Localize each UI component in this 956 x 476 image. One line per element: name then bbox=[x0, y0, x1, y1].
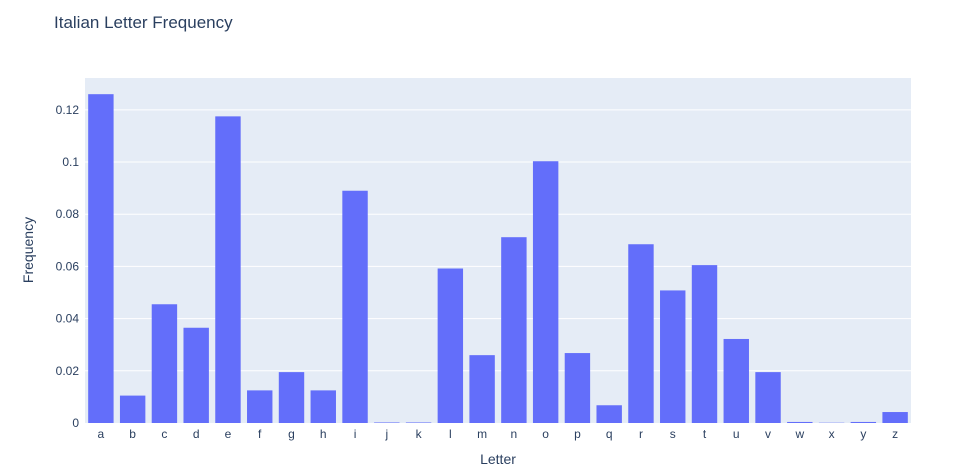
x-tick-label: r bbox=[639, 427, 643, 441]
x-tick-label: k bbox=[416, 427, 423, 441]
x-axis-ticks: a b c d e f g h i j k l m n o p q r s t u v w x y z bbox=[98, 427, 899, 441]
x-tick-label: x bbox=[829, 427, 835, 441]
bar-e bbox=[215, 116, 241, 423]
bar-y bbox=[850, 421, 877, 423]
x-tick-label: l bbox=[449, 427, 452, 441]
x-tick-label: m bbox=[477, 427, 487, 441]
x-tick-label: o bbox=[542, 427, 549, 441]
bar-o bbox=[532, 161, 559, 423]
bar-l bbox=[437, 268, 464, 423]
x-tick-label: h bbox=[320, 427, 327, 441]
y-tick-label: 0.08 bbox=[56, 207, 80, 221]
bar-k bbox=[405, 422, 432, 423]
bar-m bbox=[469, 355, 495, 423]
y-tick-label: 0.1 bbox=[62, 155, 79, 169]
x-tick-label: n bbox=[511, 427, 518, 441]
bar-i bbox=[342, 190, 368, 423]
y-axis-label: Frequency bbox=[20, 217, 36, 283]
x-tick-label: c bbox=[161, 427, 167, 441]
x-tick-label: i bbox=[354, 427, 357, 441]
bar-s bbox=[660, 290, 686, 423]
bar-p bbox=[564, 353, 591, 423]
x-tick-label: g bbox=[288, 427, 295, 441]
y-tick-label: 0.04 bbox=[56, 312, 80, 326]
bar-b bbox=[119, 395, 146, 423]
y-tick-label: 0.06 bbox=[56, 259, 80, 273]
x-tick-label: z bbox=[892, 427, 898, 441]
x-tick-label: p bbox=[574, 427, 581, 441]
x-tick-label: q bbox=[606, 427, 613, 441]
x-tick-label: y bbox=[860, 427, 866, 441]
x-tick-label: d bbox=[193, 427, 200, 441]
bar-u bbox=[723, 338, 749, 423]
x-tick-label: s bbox=[670, 427, 676, 441]
bar-g bbox=[278, 372, 305, 423]
y-axis-ticks: 0 0.02 0.04 0.06 0.08 0.1 0.12 bbox=[56, 103, 80, 430]
x-tick-label: v bbox=[765, 427, 771, 441]
x-tick-label: u bbox=[733, 427, 740, 441]
x-tick-label: b bbox=[129, 427, 136, 441]
x-tick-label: a bbox=[98, 427, 105, 441]
y-tick-label: 0.02 bbox=[56, 364, 80, 378]
bar-d bbox=[183, 327, 209, 423]
bars bbox=[88, 94, 908, 424]
x-tick-label: e bbox=[225, 427, 232, 441]
bar-a bbox=[88, 94, 114, 424]
x-tick-label: j bbox=[384, 427, 388, 441]
bar-h bbox=[310, 390, 336, 423]
bar-w bbox=[787, 421, 813, 423]
bar-j bbox=[374, 422, 400, 423]
bar-v bbox=[755, 372, 781, 423]
bar-n bbox=[501, 237, 527, 423]
bar-r bbox=[628, 244, 654, 423]
x-tick-label: f bbox=[258, 427, 262, 441]
bar-z bbox=[882, 412, 908, 423]
y-tick-label: 0.12 bbox=[56, 103, 80, 117]
chart-title: Italian Letter Frequency bbox=[54, 13, 233, 32]
bar-c bbox=[151, 304, 178, 423]
x-tick-label: w bbox=[794, 427, 804, 441]
x-axis-label: Letter bbox=[480, 451, 516, 467]
y-tick-label: 0 bbox=[72, 416, 79, 430]
x-tick-label: t bbox=[703, 427, 707, 441]
bar-t bbox=[691, 265, 718, 423]
bar-f bbox=[247, 390, 273, 423]
bar-q bbox=[596, 405, 622, 423]
